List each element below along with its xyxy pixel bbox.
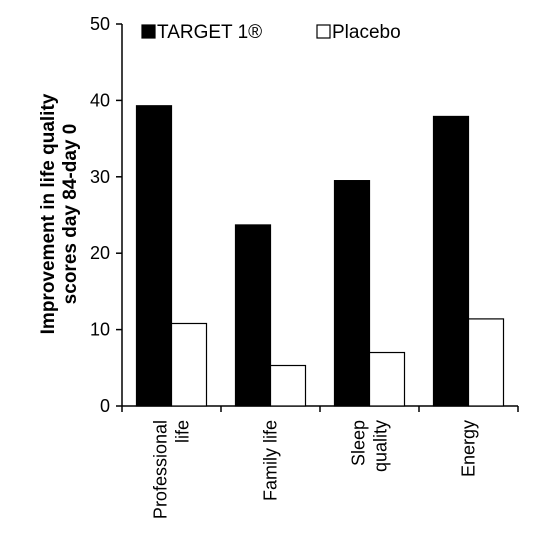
bar-placebo bbox=[467, 318, 505, 407]
y-tick-label: 20 bbox=[90, 243, 110, 263]
y-tick-label: 30 bbox=[90, 167, 110, 187]
bar-placebo bbox=[368, 351, 406, 407]
x-tick-label: Family life bbox=[261, 420, 281, 501]
x-tick-label: Energy bbox=[459, 420, 479, 477]
bar-target1 bbox=[234, 224, 272, 407]
x-tick-label-line: quality bbox=[371, 420, 391, 472]
legend-label-target1: TARGET 1® bbox=[157, 22, 262, 43]
bar-target1 bbox=[135, 105, 173, 407]
y-axis-title-text: Improvement in life qualityscores day 84… bbox=[38, 93, 81, 334]
y-tick-label: 40 bbox=[90, 90, 110, 110]
y-tick-label: 50 bbox=[90, 14, 110, 34]
y-tick-label: 0 bbox=[100, 396, 110, 416]
bars bbox=[135, 105, 505, 407]
y-tick-label: 10 bbox=[90, 320, 110, 340]
axes: 0 10 20 30 40 50 Professional life Family life Sl… bbox=[90, 14, 519, 519]
bar-placebo bbox=[269, 364, 307, 407]
y-axis-title-line: Improvement in life quality bbox=[38, 93, 59, 334]
legend-swatch-target1 bbox=[141, 24, 156, 39]
x-tick-label-line: Sleep bbox=[349, 420, 369, 466]
legend: TARGET 1® Placebo bbox=[141, 22, 401, 43]
y-axis-title: Improvement in life qualityscores day 84… bbox=[38, 93, 81, 334]
legend-label-placebo: Placebo bbox=[332, 22, 401, 43]
y-axis-title-line: scores day 84-day 0 bbox=[60, 124, 81, 305]
bar-placebo bbox=[170, 322, 208, 407]
x-tick-label-line: Professional bbox=[151, 420, 171, 519]
x-tick-label-line: life bbox=[173, 420, 193, 443]
x-tick-label-line: Energy bbox=[459, 420, 479, 477]
x-tick-label: Professional life bbox=[151, 420, 193, 519]
x-tick-label: Sleep quality bbox=[349, 420, 391, 472]
bar-target1 bbox=[432, 115, 470, 407]
legend-swatch-placebo bbox=[316, 24, 331, 39]
bar-target1 bbox=[333, 180, 371, 407]
x-tick-label-line: Family life bbox=[261, 420, 281, 501]
